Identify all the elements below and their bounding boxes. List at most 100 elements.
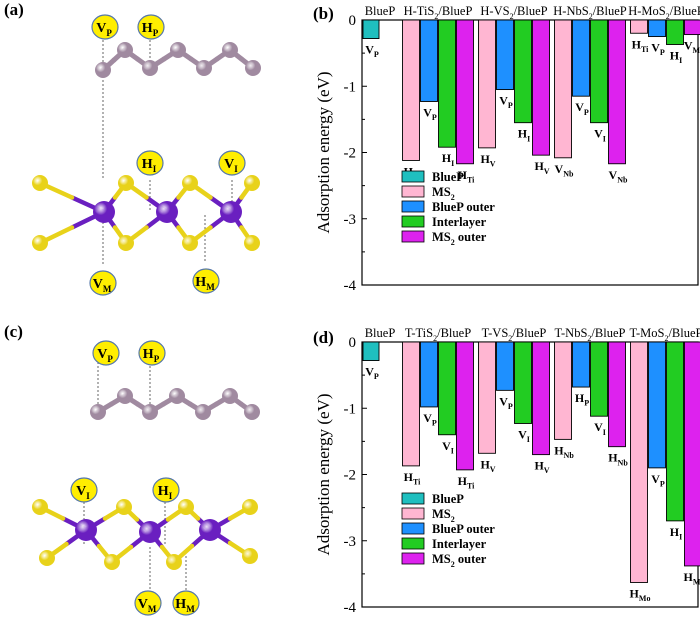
y-tick-label: -4 xyxy=(344,600,357,616)
bar xyxy=(456,19,474,165)
bar xyxy=(514,341,532,424)
group-title: H-MoS2/BlueP xyxy=(628,4,700,21)
legend-label: MS2 outer xyxy=(432,552,487,569)
bar-label: VNb xyxy=(609,168,628,185)
group-title: H-VS2/BlueP xyxy=(480,4,547,21)
group-title: H-TiS2/BlueP xyxy=(404,4,473,21)
site-label: HP xyxy=(143,347,160,364)
sulfur-atom xyxy=(242,499,258,515)
chart-d: 0 -1 -2 -3 -4 Adsorption energy (eV) BlueP VP T-… xyxy=(314,326,700,616)
metal-atom xyxy=(156,201,178,223)
legend-label: BlueP outer xyxy=(432,200,495,214)
bar-label: HMo xyxy=(630,586,651,603)
panel-label-a: (a) xyxy=(4,0,24,19)
chart-b: 0 -1 -2 -3 -4 Adsorption energy (eV) BlueP VP H-… xyxy=(314,4,700,294)
y-axis-label: Adsorption energy (eV) xyxy=(314,71,333,233)
bar-label: HI xyxy=(670,525,682,542)
y-tick-label: -2 xyxy=(344,146,357,162)
site-label-badge xyxy=(137,14,165,40)
bar-label: VP xyxy=(499,94,513,111)
sulfur-atom xyxy=(242,548,258,564)
site-label: VI xyxy=(224,157,238,174)
bar xyxy=(456,341,474,471)
bar xyxy=(590,341,608,417)
legend-swatch xyxy=(401,170,425,183)
bar-label: HI xyxy=(518,127,530,144)
legend-label: Interlayer xyxy=(432,215,487,229)
bar xyxy=(608,19,626,165)
panel-label-d: (d) xyxy=(313,328,334,347)
legend-swatch xyxy=(401,230,425,243)
site-label-badge xyxy=(172,590,200,616)
bar-label: HTi xyxy=(458,474,476,491)
site-label: VM xyxy=(93,277,112,294)
site-label: VP xyxy=(96,21,112,38)
bar xyxy=(362,19,380,39)
site-label-badge xyxy=(136,150,164,176)
phosphorus-atom xyxy=(222,388,238,404)
site-label: HP xyxy=(142,21,159,38)
site-label: HM xyxy=(195,275,215,292)
bar-label: HNb xyxy=(554,443,574,460)
bar xyxy=(362,341,380,361)
site-label-badge xyxy=(152,477,180,503)
phosphorus-atom xyxy=(90,404,106,420)
bar xyxy=(648,19,666,38)
site-label-badge xyxy=(138,340,166,366)
bar-label: VMo xyxy=(684,39,700,56)
bar xyxy=(572,341,590,388)
sulfur-atom xyxy=(244,235,260,251)
bar-label: HI xyxy=(670,49,682,66)
bar-label: HV xyxy=(480,152,495,169)
site-label-badge xyxy=(218,150,246,176)
sulfur-atom xyxy=(182,235,198,251)
legend-swatch xyxy=(401,215,425,228)
phosphorus-atom xyxy=(245,60,261,76)
metal-atom xyxy=(220,201,242,223)
bar xyxy=(666,19,684,45)
site-label: HI xyxy=(158,484,173,501)
bar-label: HMo xyxy=(684,570,700,587)
bar-label: VP xyxy=(651,472,665,489)
site-label-badge xyxy=(192,268,220,294)
bar xyxy=(554,19,572,159)
legend-label: MS2 outer xyxy=(432,230,487,247)
bar-label: HP xyxy=(575,391,589,408)
bar xyxy=(420,341,438,408)
bar xyxy=(608,341,626,448)
legend-label: BlueP xyxy=(432,492,464,506)
phosphorus-atom xyxy=(169,388,185,404)
bar-label: HV xyxy=(480,457,495,474)
group-title: T-TiS2/BlueP xyxy=(405,326,471,343)
bar xyxy=(478,341,496,454)
bar xyxy=(630,19,648,34)
bar xyxy=(438,19,456,148)
bar xyxy=(630,341,648,583)
legend-swatch xyxy=(401,537,425,550)
bar-label: VP xyxy=(651,41,665,58)
bar-label: VNb xyxy=(555,162,574,179)
site-label-badge xyxy=(89,270,117,296)
bar-label: HNb xyxy=(608,451,628,468)
phosphorus-atom xyxy=(117,42,133,58)
sulfur-atom xyxy=(118,235,134,251)
bar-label: VI xyxy=(442,439,454,456)
group-title: H-NbS2/BlueP xyxy=(553,4,627,21)
sulfur-atom xyxy=(244,175,260,191)
phosphorus-atom xyxy=(95,62,111,78)
sulfur-atom xyxy=(32,235,48,251)
y-tick-label: 0 xyxy=(349,335,357,351)
bar xyxy=(402,341,420,467)
metal-atom xyxy=(75,519,97,541)
legend-label: Interlayer xyxy=(432,537,487,551)
bar xyxy=(684,19,700,36)
phosphorus-atom xyxy=(142,60,158,76)
legend-label: BlueP xyxy=(432,170,464,184)
group-title: BlueP xyxy=(365,4,396,18)
legend-swatch xyxy=(401,522,425,535)
phosphorus-atom xyxy=(222,42,238,58)
bar-label: VI xyxy=(518,427,530,444)
site-label: HM xyxy=(175,597,195,614)
metal-atom xyxy=(139,521,161,543)
bar-label: HV xyxy=(534,159,549,176)
